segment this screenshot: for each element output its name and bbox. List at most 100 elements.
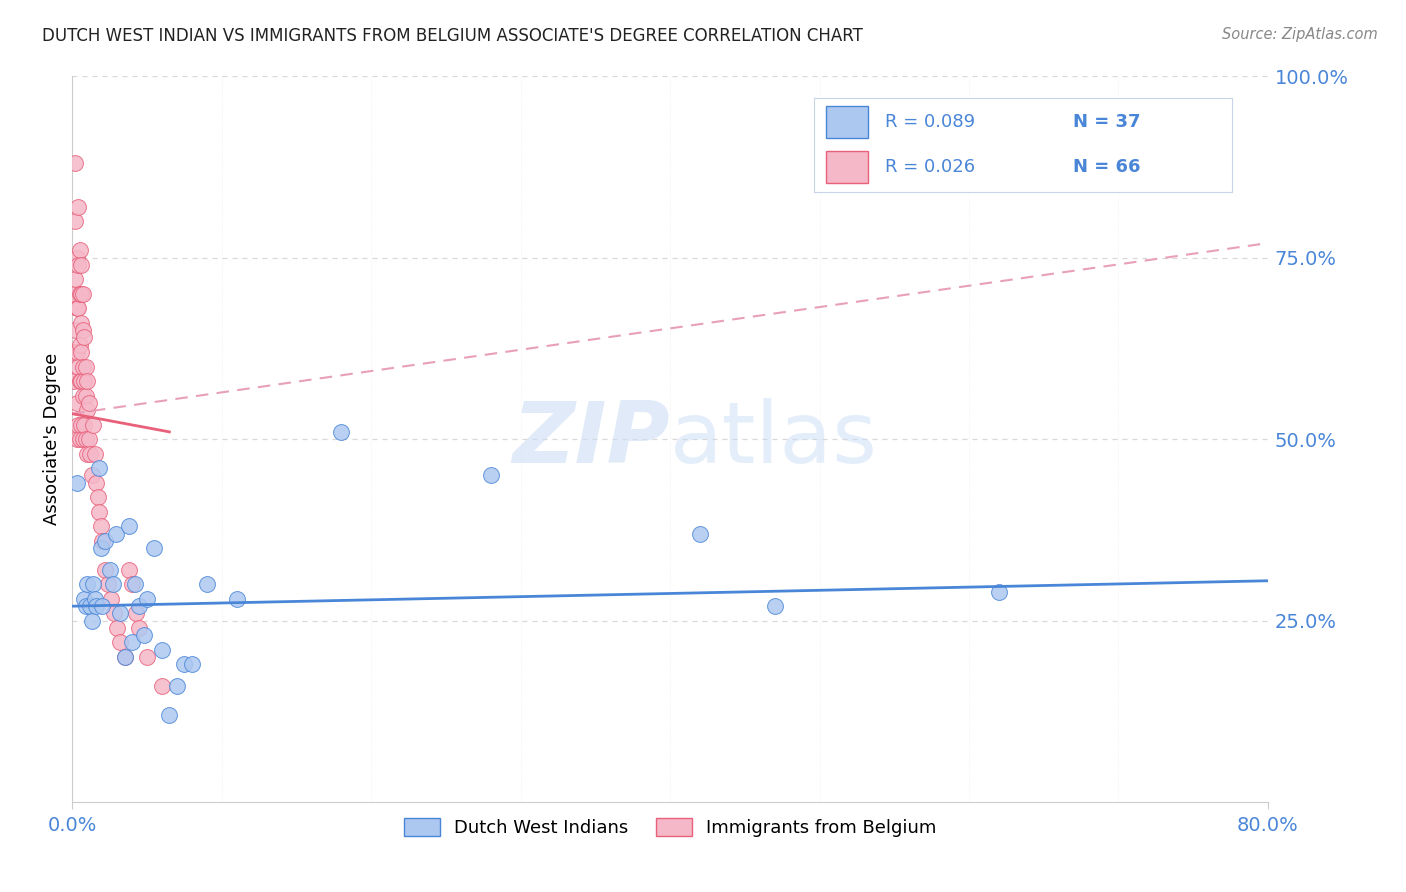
Point <box>101 577 124 591</box>
Point <box>72 286 94 301</box>
Point <box>79 447 101 461</box>
Point <box>76 403 98 417</box>
Point <box>70 316 93 330</box>
Point <box>82 417 104 432</box>
Point <box>67 301 90 316</box>
Point <box>100 591 122 606</box>
Point <box>63 156 86 170</box>
Point <box>118 563 141 577</box>
Point <box>125 607 148 621</box>
Point <box>73 374 96 388</box>
Point <box>69 286 91 301</box>
Point <box>136 650 159 665</box>
Point <box>80 468 103 483</box>
Text: atlas: atlas <box>671 398 879 481</box>
Point <box>114 650 136 665</box>
Point <box>114 650 136 665</box>
Point <box>124 577 146 591</box>
Point <box>763 599 786 614</box>
Point <box>118 519 141 533</box>
Point <box>75 359 97 374</box>
Point <box>79 599 101 614</box>
Point <box>69 432 91 446</box>
Point <box>63 272 86 286</box>
Point <box>136 591 159 606</box>
Point <box>76 577 98 591</box>
Point <box>83 447 105 461</box>
Text: ZIP: ZIP <box>512 398 671 481</box>
Point <box>166 679 188 693</box>
Point <box>103 607 125 621</box>
Point <box>75 599 97 614</box>
Point <box>128 621 150 635</box>
Point <box>72 323 94 337</box>
Point <box>132 628 155 642</box>
Point <box>66 345 89 359</box>
Point <box>173 657 195 672</box>
Point <box>66 396 89 410</box>
Point <box>66 251 89 265</box>
Point <box>143 541 166 555</box>
Point <box>62 286 84 301</box>
Point <box>94 533 117 548</box>
Point <box>91 533 114 548</box>
Point <box>105 621 128 635</box>
Point <box>83 591 105 606</box>
Point <box>63 323 86 337</box>
Point <box>67 417 90 432</box>
Point <box>89 505 111 519</box>
Point <box>69 337 91 351</box>
Point <box>76 374 98 388</box>
Point <box>330 425 353 439</box>
Point <box>72 388 94 402</box>
Point <box>128 599 150 614</box>
Point <box>67 200 90 214</box>
Point <box>70 417 93 432</box>
Legend: Dutch West Indians, Immigrants from Belgium: Dutch West Indians, Immigrants from Belg… <box>396 810 943 844</box>
Point <box>89 461 111 475</box>
Point <box>225 591 247 606</box>
Point <box>84 599 107 614</box>
Point <box>121 577 143 591</box>
Point <box>98 563 121 577</box>
Point <box>67 258 90 272</box>
Point <box>180 657 202 672</box>
Point <box>479 468 502 483</box>
Point <box>66 301 89 316</box>
Point <box>108 607 131 621</box>
Point <box>157 708 180 723</box>
Point <box>70 258 93 272</box>
Point <box>84 475 107 490</box>
Point <box>73 417 96 432</box>
Point <box>121 635 143 649</box>
Point <box>195 577 218 591</box>
Point <box>70 374 93 388</box>
Point <box>66 475 89 490</box>
Text: Source: ZipAtlas.com: Source: ZipAtlas.com <box>1222 27 1378 42</box>
Point <box>73 330 96 344</box>
Point <box>150 642 173 657</box>
Point <box>70 286 93 301</box>
Point <box>66 432 89 446</box>
Point <box>72 432 94 446</box>
Point <box>82 577 104 591</box>
Point <box>987 584 1010 599</box>
Point <box>75 388 97 402</box>
Point <box>70 345 93 359</box>
Y-axis label: Associate's Degree: Associate's Degree <box>44 353 60 525</box>
Point <box>94 563 117 577</box>
Point <box>77 432 100 446</box>
Point <box>91 599 114 614</box>
Point <box>150 679 173 693</box>
Point <box>62 345 84 359</box>
Point <box>76 447 98 461</box>
Point <box>77 396 100 410</box>
Point <box>62 374 84 388</box>
Point <box>75 432 97 446</box>
Point <box>86 490 108 504</box>
Point <box>90 541 112 555</box>
Point <box>72 359 94 374</box>
Point <box>69 244 91 258</box>
Point <box>689 526 711 541</box>
Point <box>69 374 91 388</box>
